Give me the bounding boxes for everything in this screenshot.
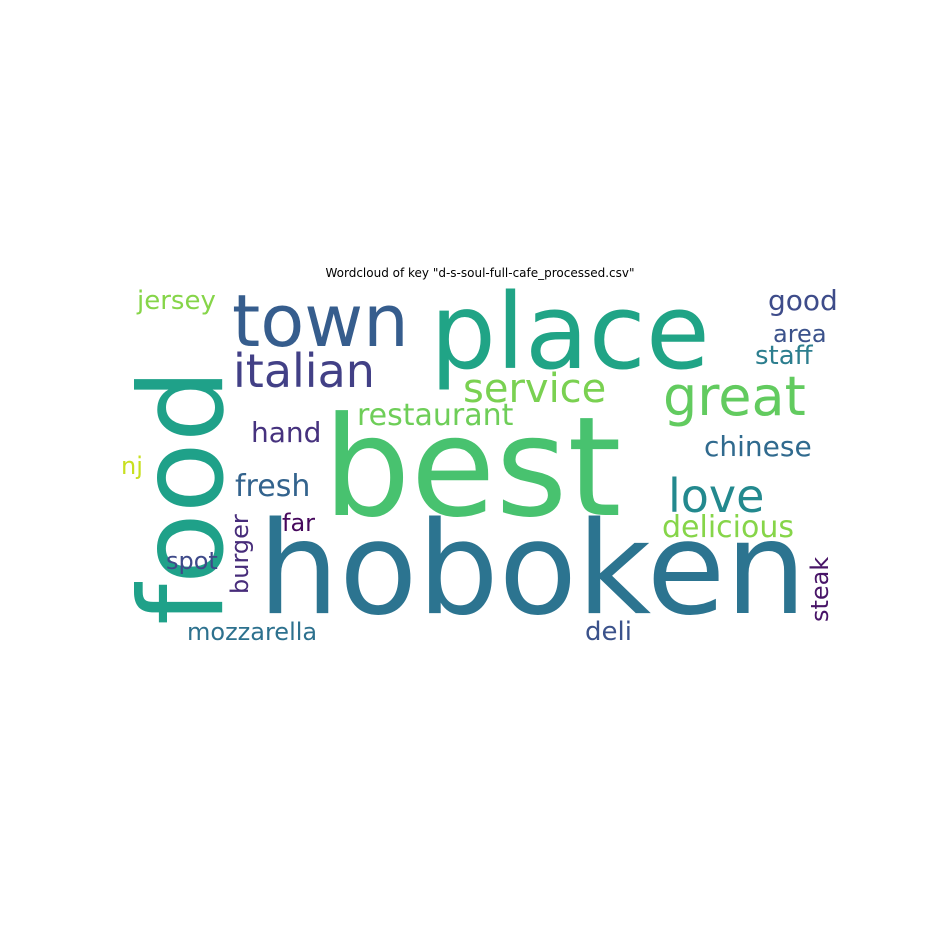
word-good: good <box>768 284 838 317</box>
word-staff: staff <box>755 341 814 371</box>
word-delicious: delicious <box>662 510 794 545</box>
word-restaurant: restaurant <box>357 398 514 433</box>
word-best: best <box>323 387 622 548</box>
word-great: great <box>663 365 806 428</box>
chart-title: Wordcloud of key "d-s-soul-full-cafe_pro… <box>325 266 635 280</box>
word-nj: nj <box>121 452 143 480</box>
word-spot: spot <box>166 547 218 575</box>
word-place: place <box>430 271 710 393</box>
word-hand: hand <box>251 416 321 449</box>
word-jersey: jersey <box>136 286 216 316</box>
word-far: far <box>282 509 315 537</box>
word-area: area <box>773 320 827 348</box>
word-love: love <box>668 469 764 523</box>
word-mozzarella: mozzarella <box>187 618 317 646</box>
word-service: service <box>463 366 606 412</box>
word-town: town <box>232 279 409 363</box>
word-italian: italian <box>233 344 375 398</box>
word-steak: steak <box>806 557 834 622</box>
word-chinese: chinese <box>704 430 812 463</box>
word-hoboken: hoboken <box>258 495 806 644</box>
word-fresh: fresh <box>235 469 310 504</box>
word-deli: deli <box>585 617 632 647</box>
word-burger: burger <box>226 514 254 594</box>
word-food: food <box>115 369 250 625</box>
